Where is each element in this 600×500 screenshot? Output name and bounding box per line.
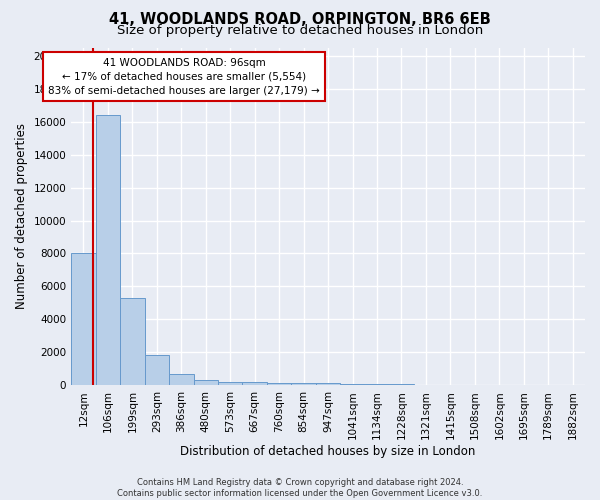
X-axis label: Distribution of detached houses by size in London: Distribution of detached houses by size … bbox=[181, 444, 476, 458]
Bar bbox=[194, 380, 218, 386]
Bar bbox=[438, 385, 463, 386]
Bar bbox=[218, 382, 242, 386]
Bar bbox=[316, 384, 340, 386]
Bar bbox=[267, 382, 292, 386]
Text: Size of property relative to detached houses in London: Size of property relative to detached ho… bbox=[117, 24, 483, 37]
Bar bbox=[414, 384, 438, 386]
Bar bbox=[365, 384, 389, 386]
Bar bbox=[145, 354, 169, 386]
Text: Contains HM Land Registry data © Crown copyright and database right 2024.
Contai: Contains HM Land Registry data © Crown c… bbox=[118, 478, 482, 498]
Bar bbox=[292, 383, 316, 386]
Bar bbox=[389, 384, 414, 386]
Bar bbox=[242, 382, 267, 386]
Y-axis label: Number of detached properties: Number of detached properties bbox=[15, 124, 28, 310]
Text: 41, WOODLANDS ROAD, ORPINGTON, BR6 6EB: 41, WOODLANDS ROAD, ORPINGTON, BR6 6EB bbox=[109, 12, 491, 28]
Bar bbox=[340, 384, 365, 386]
Bar bbox=[169, 374, 194, 386]
Bar bbox=[71, 252, 95, 386]
Bar bbox=[95, 115, 120, 386]
Bar bbox=[120, 298, 145, 386]
Text: 41 WOODLANDS ROAD: 96sqm
← 17% of detached houses are smaller (5,554)
83% of sem: 41 WOODLANDS ROAD: 96sqm ← 17% of detach… bbox=[49, 58, 320, 96]
